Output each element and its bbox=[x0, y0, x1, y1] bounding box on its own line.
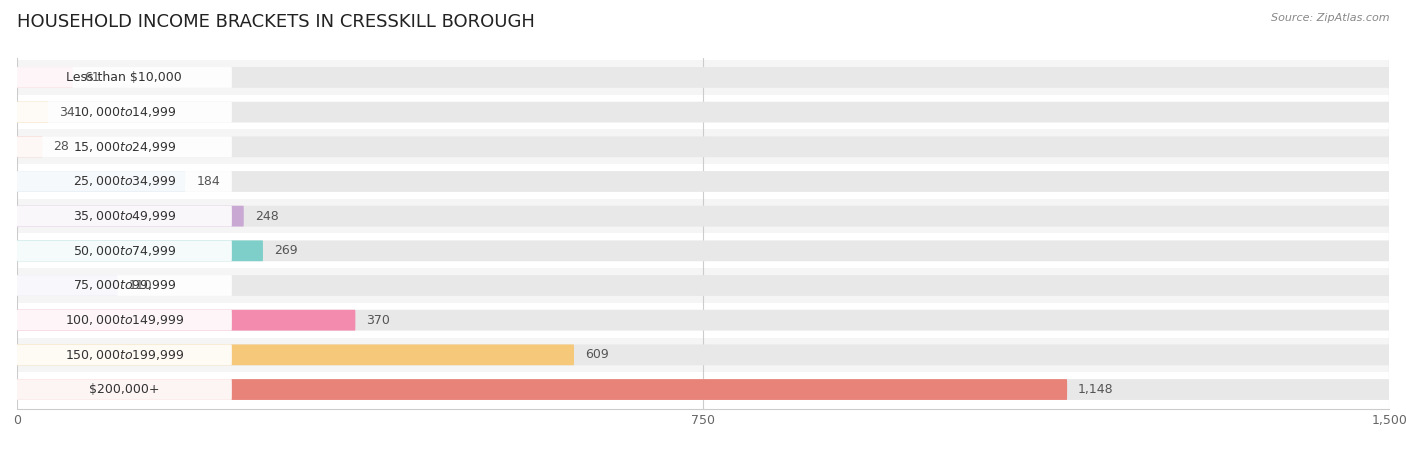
Text: $75,000 to $99,999: $75,000 to $99,999 bbox=[73, 278, 176, 292]
Text: 1,148: 1,148 bbox=[1078, 383, 1114, 396]
FancyBboxPatch shape bbox=[17, 344, 574, 365]
FancyBboxPatch shape bbox=[17, 379, 232, 400]
Text: 184: 184 bbox=[197, 175, 219, 188]
FancyBboxPatch shape bbox=[17, 102, 1389, 123]
Text: 370: 370 bbox=[367, 314, 391, 327]
Text: 28: 28 bbox=[53, 140, 69, 153]
FancyBboxPatch shape bbox=[17, 379, 1389, 400]
Bar bbox=[17, 129, 1389, 164]
Text: 61: 61 bbox=[83, 71, 100, 84]
FancyBboxPatch shape bbox=[17, 102, 48, 123]
Text: 609: 609 bbox=[585, 348, 609, 361]
Bar bbox=[17, 60, 1389, 95]
Bar bbox=[17, 199, 1389, 233]
FancyBboxPatch shape bbox=[17, 310, 356, 330]
FancyBboxPatch shape bbox=[17, 240, 1389, 261]
FancyBboxPatch shape bbox=[17, 206, 243, 227]
Bar bbox=[17, 303, 1389, 338]
FancyBboxPatch shape bbox=[17, 67, 1389, 88]
FancyBboxPatch shape bbox=[17, 206, 232, 227]
FancyBboxPatch shape bbox=[17, 102, 232, 123]
FancyBboxPatch shape bbox=[17, 379, 1067, 400]
Bar bbox=[17, 164, 1389, 199]
FancyBboxPatch shape bbox=[17, 310, 1389, 330]
Text: $150,000 to $199,999: $150,000 to $199,999 bbox=[65, 348, 184, 362]
FancyBboxPatch shape bbox=[17, 67, 73, 88]
FancyBboxPatch shape bbox=[17, 344, 1389, 365]
Bar bbox=[17, 233, 1389, 268]
Text: HOUSEHOLD INCOME BRACKETS IN CRESSKILL BOROUGH: HOUSEHOLD INCOME BRACKETS IN CRESSKILL B… bbox=[17, 13, 534, 31]
Text: $200,000+: $200,000+ bbox=[89, 383, 160, 396]
FancyBboxPatch shape bbox=[17, 275, 232, 296]
FancyBboxPatch shape bbox=[17, 171, 232, 192]
FancyBboxPatch shape bbox=[17, 171, 186, 192]
FancyBboxPatch shape bbox=[17, 275, 118, 296]
FancyBboxPatch shape bbox=[17, 171, 1389, 192]
Text: Source: ZipAtlas.com: Source: ZipAtlas.com bbox=[1271, 13, 1389, 23]
Text: Less than $10,000: Less than $10,000 bbox=[66, 71, 183, 84]
Text: $15,000 to $24,999: $15,000 to $24,999 bbox=[73, 140, 176, 154]
FancyBboxPatch shape bbox=[17, 136, 1389, 157]
FancyBboxPatch shape bbox=[17, 240, 263, 261]
Text: 269: 269 bbox=[274, 244, 298, 257]
Text: $35,000 to $49,999: $35,000 to $49,999 bbox=[73, 209, 176, 223]
Text: $10,000 to $14,999: $10,000 to $14,999 bbox=[73, 105, 176, 119]
FancyBboxPatch shape bbox=[17, 136, 232, 157]
Text: $50,000 to $74,999: $50,000 to $74,999 bbox=[73, 244, 176, 258]
Bar bbox=[17, 268, 1389, 303]
Text: $100,000 to $149,999: $100,000 to $149,999 bbox=[65, 313, 184, 327]
Bar bbox=[17, 372, 1389, 407]
FancyBboxPatch shape bbox=[17, 344, 232, 365]
FancyBboxPatch shape bbox=[17, 275, 1389, 296]
Bar bbox=[17, 338, 1389, 372]
FancyBboxPatch shape bbox=[17, 206, 1389, 227]
Text: 248: 248 bbox=[254, 210, 278, 223]
Text: 34: 34 bbox=[59, 106, 75, 119]
Text: $25,000 to $34,999: $25,000 to $34,999 bbox=[73, 175, 176, 189]
FancyBboxPatch shape bbox=[17, 67, 232, 88]
FancyBboxPatch shape bbox=[17, 310, 232, 330]
Bar bbox=[17, 95, 1389, 129]
FancyBboxPatch shape bbox=[17, 136, 42, 157]
FancyBboxPatch shape bbox=[17, 240, 232, 261]
Text: 110: 110 bbox=[128, 279, 152, 292]
